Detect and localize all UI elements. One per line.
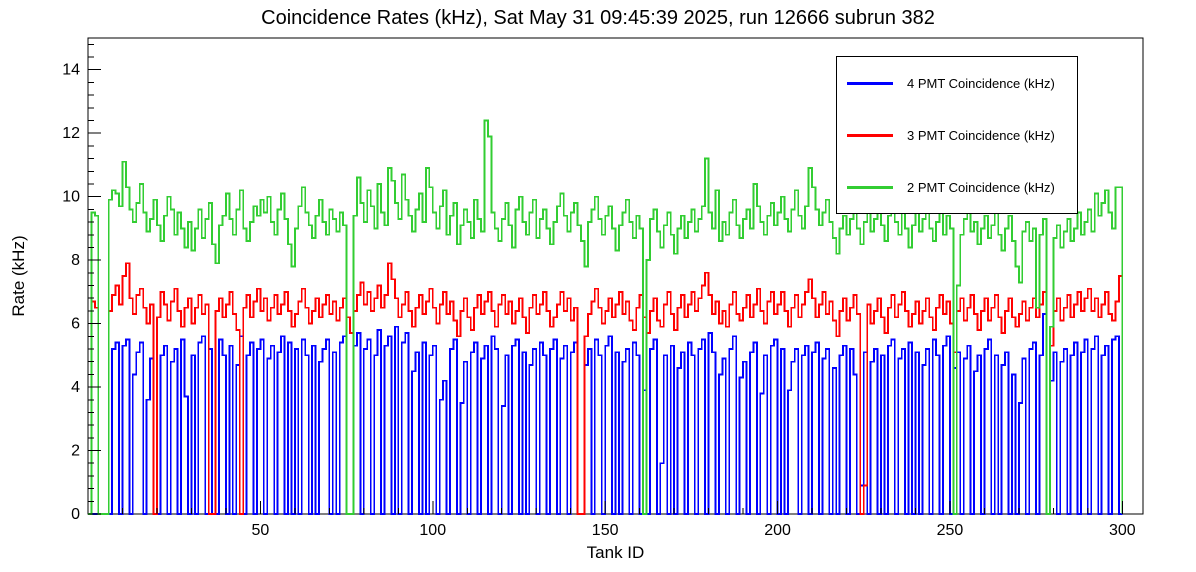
legend-label-4pmt: 4 PMT Coincidence (kHz) — [907, 75, 1055, 91]
x-tick-label: 300 — [1109, 522, 1136, 539]
legend-label-2pmt: 2 PMT Coincidence (kHz) — [907, 179, 1055, 195]
y-tick-label: 8 — [71, 252, 80, 269]
y-axis-label: Rate (kHz) — [9, 235, 28, 317]
series-line-2 — [88, 119, 1124, 515]
legend-line-2pmt-icon — [847, 185, 893, 189]
x-tick-label: 150 — [592, 522, 619, 539]
x-tick-label: 250 — [937, 522, 964, 539]
x-tick-label: 200 — [764, 522, 791, 539]
legend-row-4pmt: 4 PMT Coincidence (kHz) — [837, 57, 1077, 109]
x-tick-label: 100 — [419, 522, 446, 539]
legend-row-2pmt: 2 PMT Coincidence (kHz) — [837, 161, 1077, 213]
y-tick-label: 0 — [71, 506, 80, 523]
legend-label-3pmt: 3 PMT Coincidence (kHz) — [907, 127, 1055, 143]
y-tick-label: 6 — [71, 316, 80, 333]
y-tick-label: 14 — [62, 62, 80, 79]
legend-line-4pmt-icon — [847, 81, 893, 85]
legend: 4 PMT Coincidence (kHz) 3 PMT Coincidenc… — [836, 56, 1078, 214]
x-tick-label: 50 — [251, 522, 269, 539]
y-tick-label: 12 — [62, 125, 80, 142]
chart-title: Coincidence Rates (kHz), Sat May 31 09:4… — [261, 7, 935, 29]
series-line-1 — [88, 262, 1124, 515]
y-tick-label: 10 — [62, 189, 80, 206]
y-tick-label: 2 — [71, 443, 80, 460]
legend-row-3pmt: 3 PMT Coincidence (kHz) — [837, 109, 1077, 161]
legend-line-3pmt-icon — [847, 133, 893, 137]
y-tick-label: 4 — [71, 379, 80, 396]
x-axis-label: Tank ID — [586, 543, 645, 562]
